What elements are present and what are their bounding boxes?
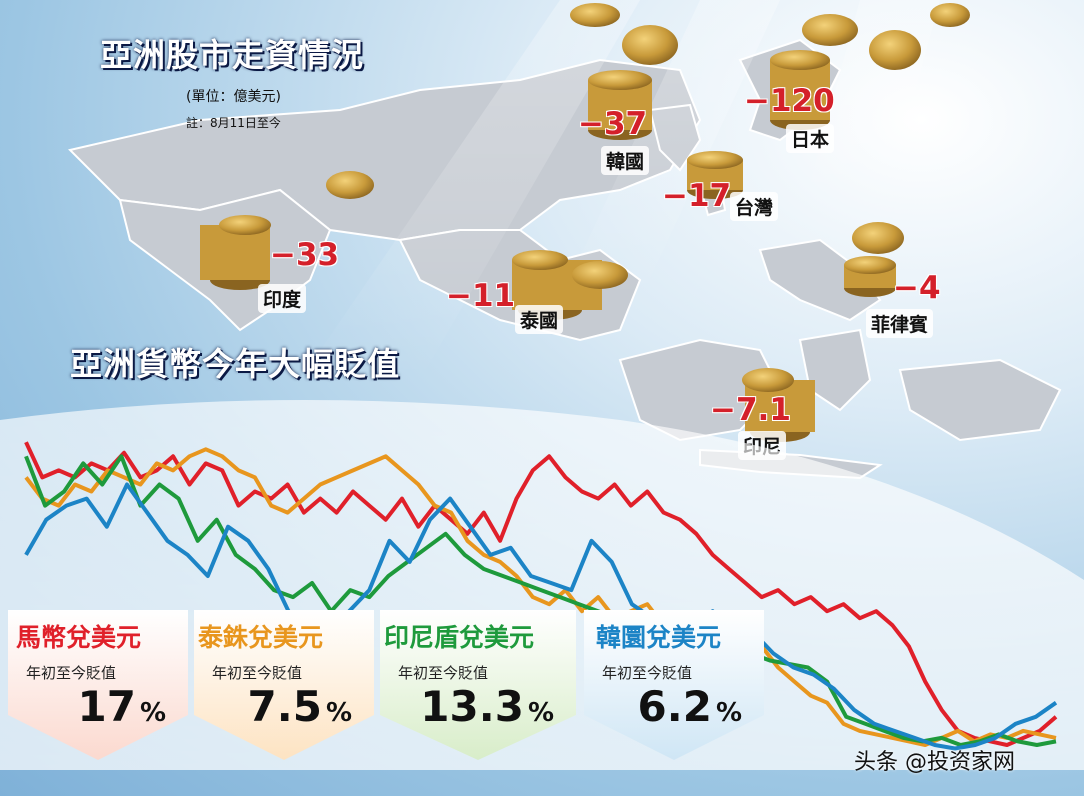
- taiwan-label: 台灣: [730, 192, 779, 221]
- india-label: 印度: [258, 284, 307, 313]
- coin-stack-japan: [770, 3, 970, 130]
- coin-stack-taiwan: [687, 151, 743, 199]
- unit-label: (單位：億美元): [186, 89, 281, 105]
- card-thb: 泰銖兌美元 年初至今貶值 7.5%: [194, 610, 374, 760]
- card-myr-subtitle: 年初至今貶值: [26, 664, 117, 682]
- card-idr-title: 印尼盾兌美元: [384, 623, 535, 652]
- line-myr: [24, 441, 1058, 747]
- land-papua: [898, 358, 1062, 442]
- korea-label: 韓國: [601, 146, 650, 175]
- card-idr-value: 13.3%: [420, 682, 554, 731]
- philippines-outflow-value: −4: [893, 270, 941, 306]
- coin-stack-india: [200, 171, 374, 290]
- as-of-label: 註：8月11日至今: [186, 116, 281, 130]
- japan-label: 日本: [786, 124, 835, 153]
- coin-stack-indonesia: [742, 368, 815, 442]
- card-thb-subtitle: 年初至今貶值: [212, 664, 303, 682]
- thailand-outflow-value: −11: [446, 278, 516, 314]
- indonesia-outflow-value: −7.1: [710, 392, 791, 428]
- thailand-label: 泰國: [515, 305, 564, 334]
- stock-outflow-title: 亞洲股市走資情況: [18, 30, 488, 76]
- coin-stack-philippines: [844, 222, 904, 297]
- korea-outflow-value: −37: [578, 106, 648, 142]
- japan-outflow-value: −120: [744, 83, 835, 119]
- coin-stack-korea: [570, 3, 678, 140]
- card-krw-subtitle: 年初至今貶值: [602, 664, 693, 682]
- card-myr-value: 17%: [77, 682, 166, 731]
- card-idr-subtitle: 年初至今貶值: [398, 664, 489, 682]
- watermark: 头条 @投资家网: [854, 750, 1015, 775]
- india-outflow-value: −33: [270, 237, 340, 273]
- line-idr: [24, 454, 1057, 747]
- philippines-label: 菲律賓: [866, 309, 934, 338]
- fx-depreciation-title-text: 亞洲貨幣今年大幅貶值: [70, 345, 401, 383]
- line-thb: [24, 447, 1057, 747]
- card-thb-title: 泰銖兌美元: [198, 623, 324, 652]
- card-krw-title: 韓圜兌美元: [596, 623, 722, 652]
- card-krw: 韓圜兌美元 年初至今貶值 6.2%: [584, 610, 764, 760]
- line-krw: [24, 482, 1058, 751]
- card-idr: 印尼盾兌美元 年初至今貶值 13.3%: [380, 610, 576, 760]
- stock-outflow-title-text: 亞洲股市走資情況: [100, 36, 365, 74]
- fx-depreciation-title: 亞洲貨幣今年大幅貶值: [18, 339, 488, 385]
- land-philippines: [758, 238, 882, 322]
- taiwan-outflow-value: −17: [662, 178, 732, 214]
- card-thb-value: 7.5%: [247, 682, 352, 731]
- card-myr: 馬幣兌美元 年初至今貶值 17%: [8, 610, 188, 760]
- card-krw-value: 6.2%: [637, 682, 742, 731]
- card-myr-title: 馬幣兌美元: [16, 623, 142, 652]
